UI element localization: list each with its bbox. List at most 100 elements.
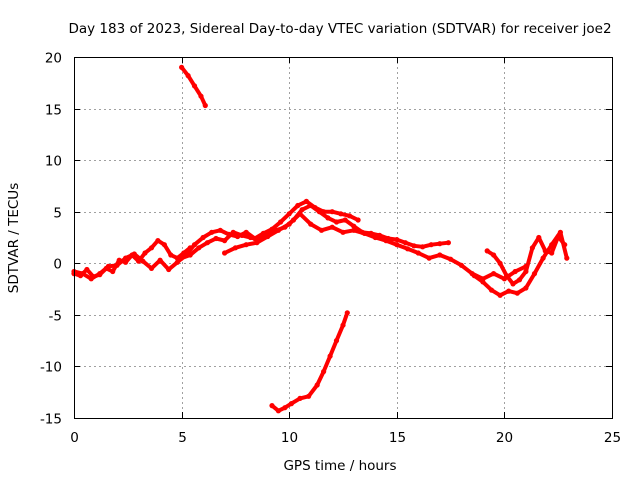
data-point [191, 83, 198, 89]
x-tick-label: 15 [389, 430, 406, 446]
data-point [232, 245, 238, 251]
y-tick-label: -10 [40, 360, 62, 376]
data-point [105, 263, 111, 269]
data-point [202, 102, 208, 109]
data-point [445, 240, 451, 246]
data-point [344, 310, 350, 316]
data-point [155, 238, 161, 244]
data-point [351, 227, 357, 233]
data-layer [71, 64, 570, 414]
data-point [157, 257, 163, 263]
data-point [110, 268, 116, 275]
data-point [243, 242, 249, 248]
data-point [84, 266, 90, 273]
data-point [200, 234, 206, 241]
data-point [166, 266, 172, 273]
data-point [114, 262, 120, 268]
x-tick-label: 25 [604, 430, 621, 446]
data-point [329, 224, 335, 230]
data-point [185, 73, 191, 79]
y-tick-label: 5 [53, 206, 62, 222]
y-tick-label: 0 [53, 257, 62, 273]
data-point [269, 403, 275, 409]
data-point [340, 322, 346, 328]
data-point [179, 255, 185, 261]
data-point [523, 268, 529, 275]
y-tick-label: 10 [45, 154, 62, 170]
data-point [321, 369, 327, 375]
x-tick-label: 10 [281, 430, 298, 446]
series-arc-1 [71, 238, 193, 280]
y-axis-label: SDTVAR / TECUs [6, 183, 22, 293]
data-point [523, 285, 529, 291]
data-point [213, 235, 219, 242]
data-point [174, 259, 180, 265]
data-point [333, 219, 340, 225]
data-point [540, 255, 546, 261]
data-point [282, 405, 288, 411]
data-point [80, 271, 86, 277]
data-point [510, 281, 516, 287]
data-point [196, 245, 202, 251]
data-point [316, 209, 322, 215]
grid [74, 57, 612, 418]
data-point [555, 233, 561, 240]
data-point [420, 244, 426, 250]
data-point [306, 393, 312, 399]
data-point [187, 252, 193, 258]
data-point [529, 245, 536, 251]
data-point [303, 198, 309, 204]
data-point [222, 238, 228, 244]
y-tick-label: 15 [45, 103, 62, 119]
data-point [299, 207, 305, 213]
data-point [355, 217, 361, 223]
data-point [295, 202, 301, 209]
data-point [405, 246, 411, 252]
data-point [346, 213, 353, 219]
data-point [275, 408, 281, 414]
data-point [247, 234, 254, 241]
data-point [278, 219, 284, 225]
data-point [564, 255, 570, 261]
data-point [204, 240, 210, 246]
data-point [288, 401, 294, 407]
series-arc-5 [471, 229, 570, 298]
data-point [437, 252, 443, 258]
axes-ticks: 0 5 10 15 20 25 -15 -10 -5 0 5 10 15 20 [40, 51, 621, 447]
data-point [514, 290, 520, 296]
y-tick-label: -5 [49, 309, 62, 325]
data-point [402, 240, 408, 246]
data-point [142, 250, 148, 256]
x-axis-label: GPS time / hours [283, 458, 396, 474]
series-line [222, 211, 528, 281]
data-point [512, 268, 518, 275]
data-point [198, 93, 204, 99]
series-arc-7 [179, 64, 208, 109]
data-point [448, 256, 454, 262]
data-point [516, 277, 523, 283]
y-tick-label: -15 [40, 412, 62, 428]
chart-title: Day 183 of 2023, Sidereal Day-to-day VTE… [68, 21, 611, 37]
data-point [338, 211, 344, 217]
data-point [394, 237, 400, 243]
data-point [531, 271, 538, 277]
data-point [308, 202, 314, 209]
data-point [265, 233, 271, 240]
data-point [209, 229, 215, 235]
x-tick-label: 0 [70, 430, 79, 446]
data-point [506, 288, 512, 294]
data-point [297, 395, 303, 401]
data-point [504, 273, 510, 279]
data-point [458, 262, 464, 268]
plot-frame [74, 57, 613, 419]
data-point [394, 242, 400, 248]
data-point [325, 215, 331, 221]
data-point [97, 271, 103, 277]
data-point [497, 260, 503, 266]
data-point [471, 273, 477, 279]
series-line [72, 238, 193, 279]
data-point [415, 250, 421, 256]
data-point [351, 223, 357, 229]
data-point [222, 250, 228, 256]
